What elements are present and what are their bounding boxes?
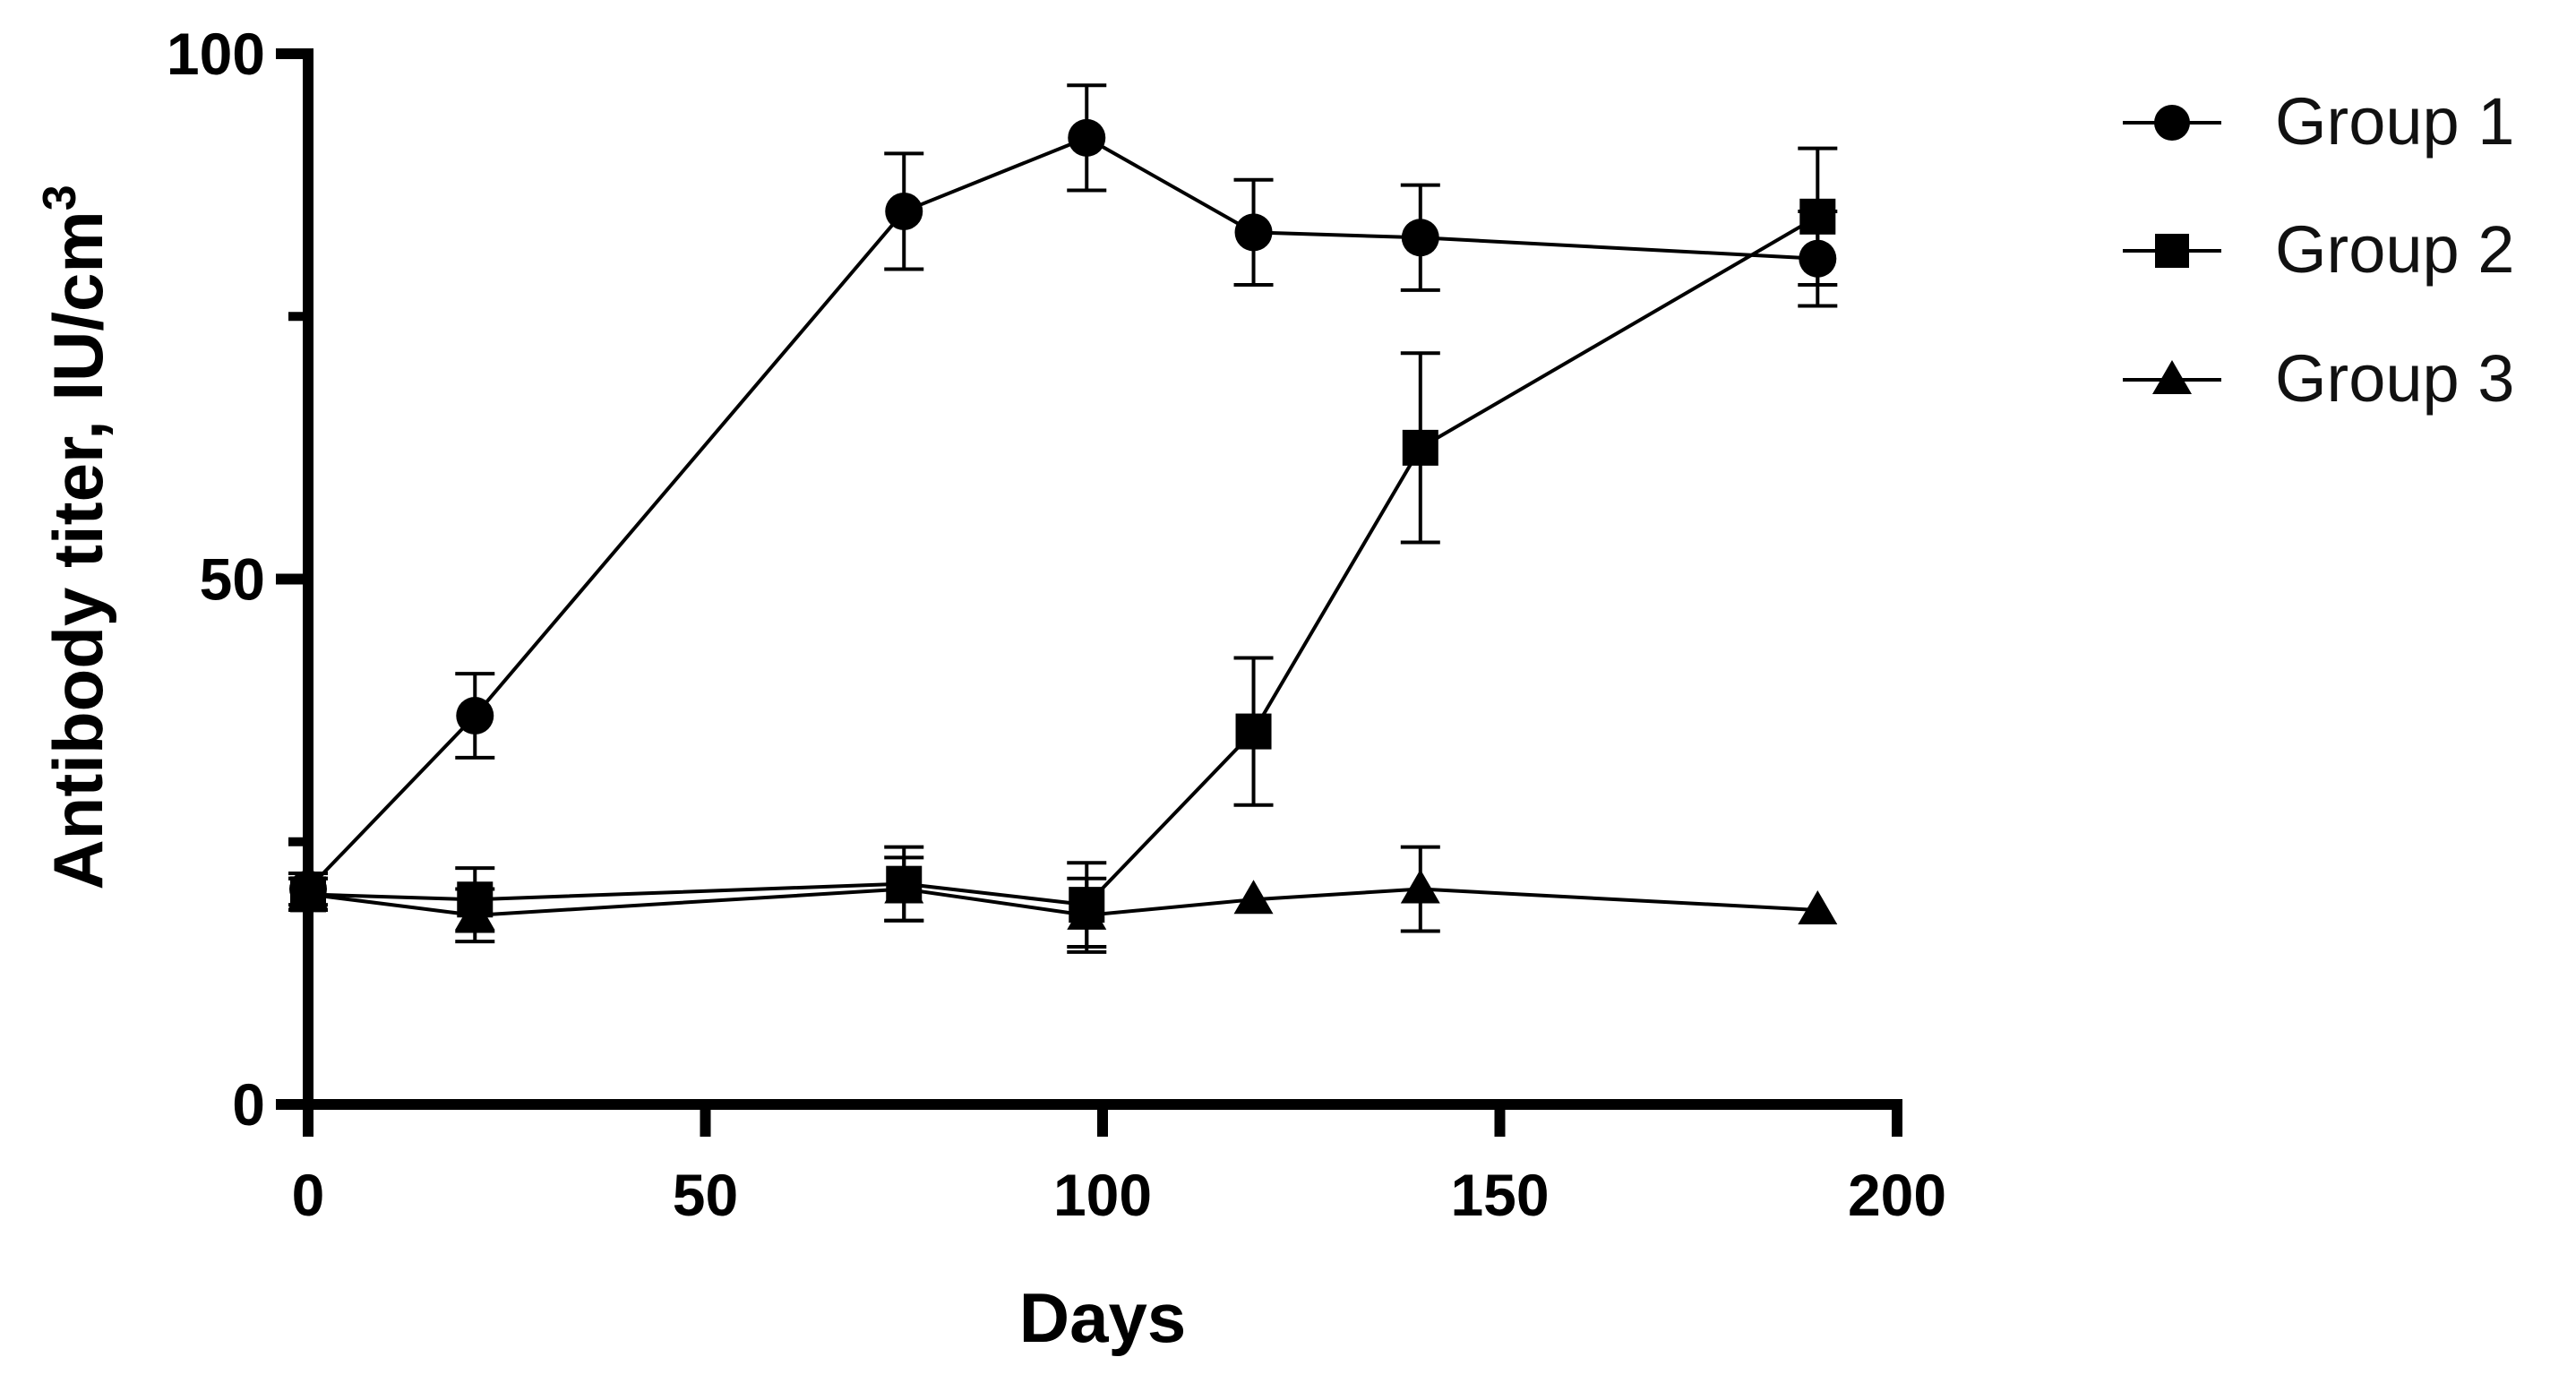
data-point-group-1	[885, 192, 923, 230]
legend-marker-circle-icon	[2154, 105, 2190, 141]
legend-label-group-1: Group 1	[2275, 84, 2514, 159]
data-point-group-3	[1067, 895, 1107, 930]
data-point-group-2	[1799, 198, 1836, 235]
y-axis-title-main: Antibody titer, IU/cm	[39, 210, 117, 889]
data-point-group-1	[1068, 118, 1106, 157]
data-point-group-3	[884, 869, 924, 904]
legend-item-group-3: Group 3	[2123, 341, 2514, 416]
data-markers	[288, 118, 1838, 930]
data-point-group-1	[1234, 213, 1273, 252]
legend: Group 1 Group 2 Group 3	[2123, 84, 2514, 416]
y-tick-label: 50	[200, 546, 265, 613]
y-axis-title-superscript: 3	[34, 185, 86, 210]
legend-item-group-1: Group 1	[2123, 84, 2514, 159]
data-point-group-1	[1799, 239, 1837, 278]
y-tick-label: 100	[167, 21, 265, 87]
series-line-group-2	[307, 215, 1819, 907]
legend-marker-square-icon	[2155, 234, 2189, 268]
data-point-group-3	[1798, 889, 1838, 924]
data-point-group-3	[455, 895, 495, 930]
data-point-group-3	[1233, 880, 1274, 915]
legend-marker-triangle-icon	[2152, 360, 2192, 394]
x-tick-label: 50	[673, 1162, 738, 1228]
data-point-group-2	[1235, 713, 1272, 750]
legend-item-group-2: Group 2	[2123, 212, 2514, 287]
data-point-group-2	[1402, 429, 1438, 466]
x-tick-label: 200	[1848, 1162, 1946, 1228]
data-point-group-3	[1400, 869, 1440, 904]
legend-label-group-2: Group 2	[2275, 212, 2514, 287]
error-bars	[288, 83, 1838, 954]
series-line-group-1	[306, 135, 1818, 890]
data-point-group-1	[456, 696, 494, 734]
legend-label-group-3: Group 3	[2275, 341, 2514, 416]
data-point-group-3	[288, 874, 328, 909]
series-lines	[306, 135, 1819, 917]
x-tick-label: 0	[292, 1162, 325, 1228]
data-point-group-1	[1401, 219, 1439, 257]
x-tick-label: 100	[1053, 1162, 1152, 1228]
x-axis-title: Days	[1019, 1278, 1186, 1357]
x-tick-label: 150	[1450, 1162, 1549, 1228]
y-tick-label: 0	[232, 1071, 265, 1138]
y-axis-title: Antibody titer, IU/cm3	[34, 185, 117, 889]
axis-ticks: 0 50 100 150 200 0 50 100	[167, 21, 1946, 1228]
